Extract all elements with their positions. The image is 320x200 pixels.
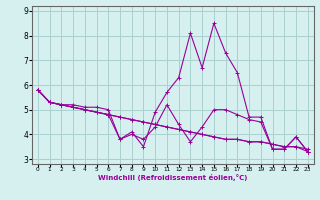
X-axis label: Windchill (Refroidissement éolien,°C): Windchill (Refroidissement éolien,°C) xyxy=(98,174,247,181)
